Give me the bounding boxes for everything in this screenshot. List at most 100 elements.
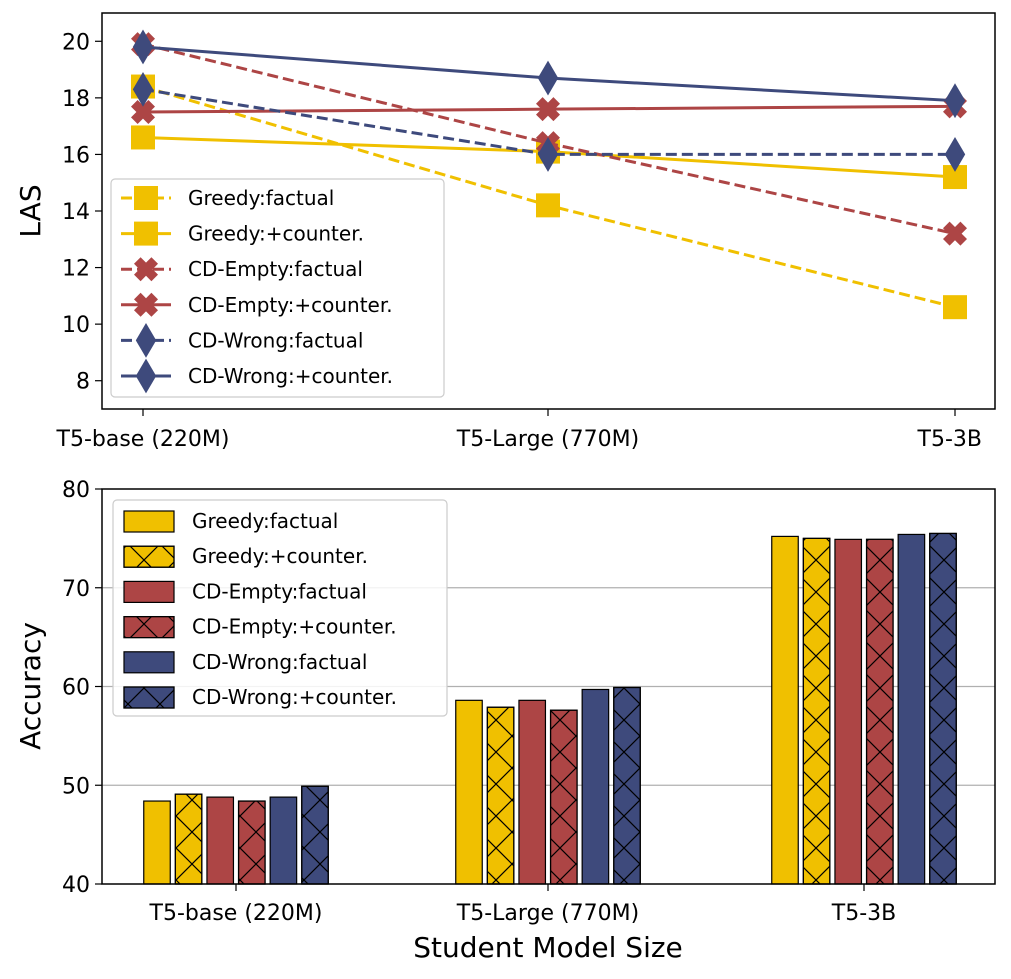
bar <box>143 800 171 885</box>
bar-legend-item: CD-Wrong:factual <box>123 650 367 674</box>
line-y-tick-label: 16 <box>62 143 90 168</box>
bar-hatch <box>301 785 329 885</box>
bar-hatch <box>929 532 957 885</box>
legend-swatch <box>123 651 175 674</box>
bar-legend-item: CD-Empty:+counter. <box>123 615 397 639</box>
bar-hatch <box>237 800 266 885</box>
legend-label: CD-Empty:factual <box>192 579 367 603</box>
line-y-tick-label: 12 <box>62 257 90 282</box>
bar-y-tick-label: 60 <box>62 676 90 701</box>
bar-y-tick-label: 70 <box>62 577 90 602</box>
bar-y-tick-label: 80 <box>62 478 90 503</box>
legend-marker <box>134 186 158 210</box>
legend-marker <box>134 221 158 246</box>
data-point <box>132 71 154 107</box>
bar-y-axis-label: Accuracy <box>14 622 47 750</box>
bar-series-greedy-factual <box>143 535 799 885</box>
data-point <box>537 60 559 96</box>
bar-y-tick-label: 40 <box>62 873 90 898</box>
bar-x-tick-label: T5-base (220M) <box>149 901 323 926</box>
bar-hatch <box>486 706 515 885</box>
legend-marker <box>134 292 158 317</box>
legend-marker <box>135 323 157 358</box>
bar-hatch <box>802 537 831 885</box>
line-legend-item: Greedy:factual <box>121 186 334 210</box>
legend-swatch <box>123 580 175 604</box>
line-legend-box <box>110 178 445 398</box>
bar-legend-box <box>112 499 448 717</box>
bar-hatch <box>865 538 894 885</box>
line-y-tick-label: 14 <box>62 200 90 225</box>
legend-label: CD-Wrong:factual <box>188 328 363 352</box>
bar-y-ticks: 40 50 60 70 80 <box>62 478 102 898</box>
line-y-ticks: 8 10 12 14 16 18 20 <box>62 30 102 395</box>
line-legend: Greedy:factual Greedy:+counter. CD-Empty:f… <box>110 178 445 398</box>
bar-legend-item: CD-Empty:factual <box>123 579 367 604</box>
legend-label: CD-Wrong:+counter. <box>192 685 397 709</box>
data-point <box>536 97 560 122</box>
bar <box>897 533 926 885</box>
line-series-cd-wrong-counter <box>132 29 966 119</box>
bar-legend-item: CD-Wrong:+counter. <box>123 685 397 709</box>
bar-series-cd-empty-factual <box>206 538 863 885</box>
legend-label: Greedy:factual <box>188 186 334 210</box>
bar <box>581 688 610 885</box>
legend-swatch-hatch <box>123 615 175 639</box>
data-point <box>944 83 966 119</box>
legend-swatch-hatch <box>123 545 175 568</box>
line-x-tick-label: T5-3B <box>917 427 982 452</box>
bar-series-greedy-counter <box>174 537 831 885</box>
line-legend-item: CD-Wrong:+counter. <box>121 358 393 394</box>
bar-x-tick-label: T5-3B <box>831 901 896 926</box>
line-y-axis-label: LAS <box>14 184 47 237</box>
bar-x-axis-label: Student Model Size <box>413 931 683 964</box>
bar-hatch <box>613 686 641 885</box>
bar-series-cd-wrong-counter <box>301 532 957 885</box>
legend-label: CD-Empty:+counter. <box>188 293 393 317</box>
bar-hatch <box>549 709 578 885</box>
data-point <box>131 100 155 124</box>
legend-label: CD-Empty:+counter. <box>192 615 397 639</box>
legend-label: Greedy:+counter. <box>192 544 368 568</box>
data-point <box>944 137 966 172</box>
legend-swatch <box>123 510 175 533</box>
bar-series-cd-empty-counter <box>237 538 894 885</box>
line-legend-item: Greedy:+counter. <box>121 221 364 246</box>
data-point <box>943 221 967 246</box>
las-line-chart: 8 10 12 14 16 18 20 T5-base (220M) T5-Large (77… <box>14 12 996 452</box>
bar-x-tick-label: T5-Large (770M) <box>456 901 639 926</box>
data-point <box>131 125 155 150</box>
line-y-tick-label: 18 <box>62 87 90 112</box>
legend-marker <box>134 257 158 282</box>
bar-legend: Greedy:factual Greedy:+counter. CD-Empty:f… <box>112 499 448 717</box>
line-x-tick-label: T5-Large (770M) <box>456 427 639 452</box>
bar-hatch <box>174 793 203 885</box>
line-y-tick-label: 10 <box>62 313 90 338</box>
bar <box>771 535 799 885</box>
legend-label: CD-Empty:factual <box>188 257 363 281</box>
bar-legend-item: Greedy:factual <box>123 509 338 533</box>
legend-swatch-hatch <box>123 686 175 709</box>
data-point <box>132 29 154 65</box>
line-series-group <box>131 29 967 320</box>
legend-label: Greedy:factual <box>192 509 338 533</box>
legend-label: Greedy:+counter. <box>188 222 364 246</box>
legend-label: CD-Wrong:factual <box>192 650 367 674</box>
bar <box>518 699 547 885</box>
line-series-cd-wrong-factual <box>132 71 966 172</box>
data-point <box>536 193 560 218</box>
data-point <box>537 137 559 172</box>
bar <box>269 796 298 885</box>
accuracy-bar-chart: 40 50 60 70 80 T5-base (220M) T5-Large (770M)… <box>14 478 996 964</box>
bar <box>834 538 863 885</box>
line-legend-item: CD-Empty:factual <box>121 257 363 282</box>
line-x-tick-label: T5-base (220M) <box>56 427 230 452</box>
line-legend-item: CD-Empty:+counter. <box>121 292 393 317</box>
data-point <box>943 295 967 320</box>
bar-series-group <box>143 532 957 885</box>
bar-y-tick-label: 50 <box>62 774 90 799</box>
bar <box>455 699 483 885</box>
bar <box>206 796 235 885</box>
bar-series-cd-wrong-factual <box>269 533 926 885</box>
